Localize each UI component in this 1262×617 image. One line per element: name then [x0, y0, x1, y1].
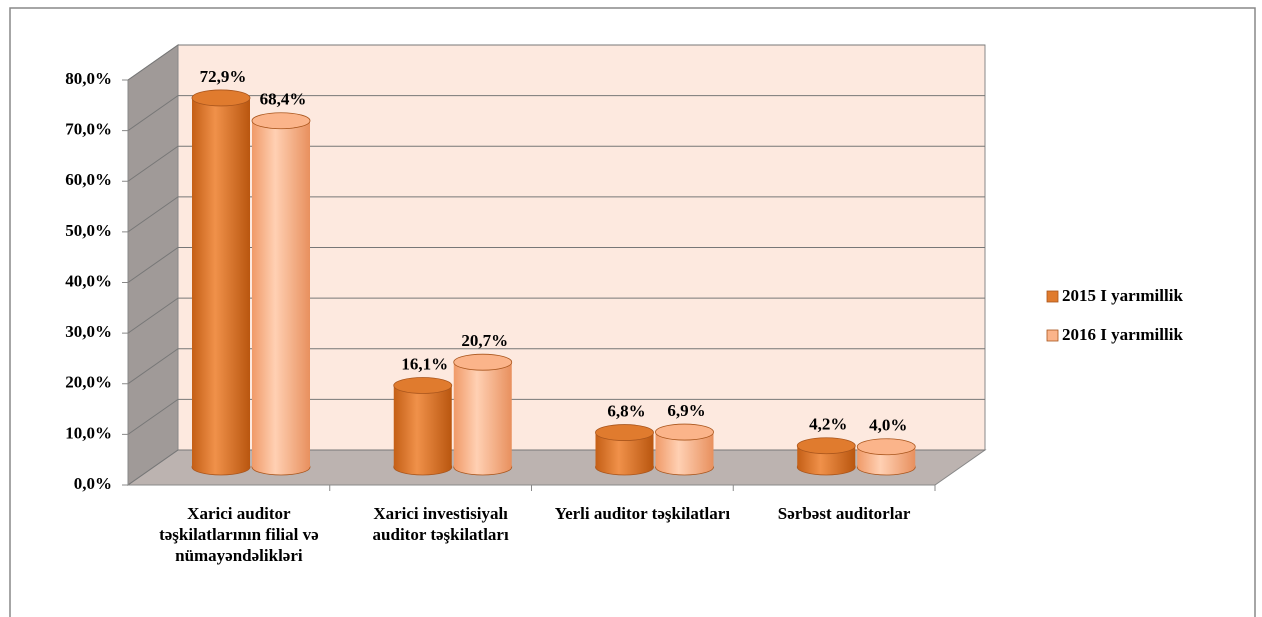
bar-top — [191, 89, 251, 107]
data-label: 72,9% — [200, 67, 247, 86]
bar-top — [595, 424, 654, 441]
grid-line — [127, 297, 179, 334]
x-tick-label: Sərbəst auditorlar — [777, 504, 911, 523]
legend-label: 2015 I yarımillik — [1062, 286, 1183, 305]
grid-line — [127, 145, 179, 182]
grid-line — [127, 247, 179, 283]
grid-line — [127, 348, 179, 385]
grid-line — [127, 449, 179, 486]
grid-line — [127, 398, 179, 435]
y-tick-label: 10,0% — [65, 423, 112, 442]
y-tick-label: 0,0% — [74, 474, 112, 493]
bar-top — [251, 112, 311, 130]
legend-swatch — [1046, 329, 1059, 342]
legend-swatch — [1046, 290, 1059, 303]
x-tick-label: Xarici investisiyalı auditor təşkilatlar… — [372, 504, 509, 544]
data-label: 6,9% — [667, 401, 705, 420]
bar — [252, 120, 310, 467]
y-tick-label: 20,0% — [65, 373, 112, 392]
bar-top — [796, 437, 856, 455]
bar-top — [393, 377, 453, 394]
y-tick-label: 50,0% — [65, 221, 112, 240]
data-label: 20,7% — [461, 331, 508, 350]
data-label: 4,0% — [869, 416, 907, 435]
bar-top — [453, 353, 513, 371]
bar — [453, 362, 512, 467]
frame — [9, 7, 1256, 617]
bar-top — [655, 423, 714, 441]
x-tick-label: Yerli auditor təşkilatları — [554, 504, 731, 523]
y-tick-label: 60,0% — [65, 170, 112, 189]
bar — [192, 97, 250, 467]
data-label: 4,2% — [809, 415, 847, 434]
grid-line — [127, 196, 179, 233]
data-label: 6,8% — [607, 401, 645, 420]
grid-line — [127, 44, 179, 81]
x-tick-label: Xarici auditor təşkilatlarının filial və… — [159, 504, 319, 565]
bar — [393, 385, 452, 467]
legend-label: 2016 I yarımillik — [1062, 325, 1183, 344]
data-label: 68,4% — [260, 90, 307, 109]
y-tick-label: 30,0% — [65, 322, 112, 341]
data-label: 16,1% — [401, 354, 448, 373]
bar-top — [856, 438, 916, 456]
y-tick-label: 80,0% — [65, 69, 112, 88]
y-tick-label: 40,0% — [65, 271, 112, 290]
grid-line — [127, 95, 179, 132]
y-tick-label: 70,0% — [65, 120, 112, 139]
